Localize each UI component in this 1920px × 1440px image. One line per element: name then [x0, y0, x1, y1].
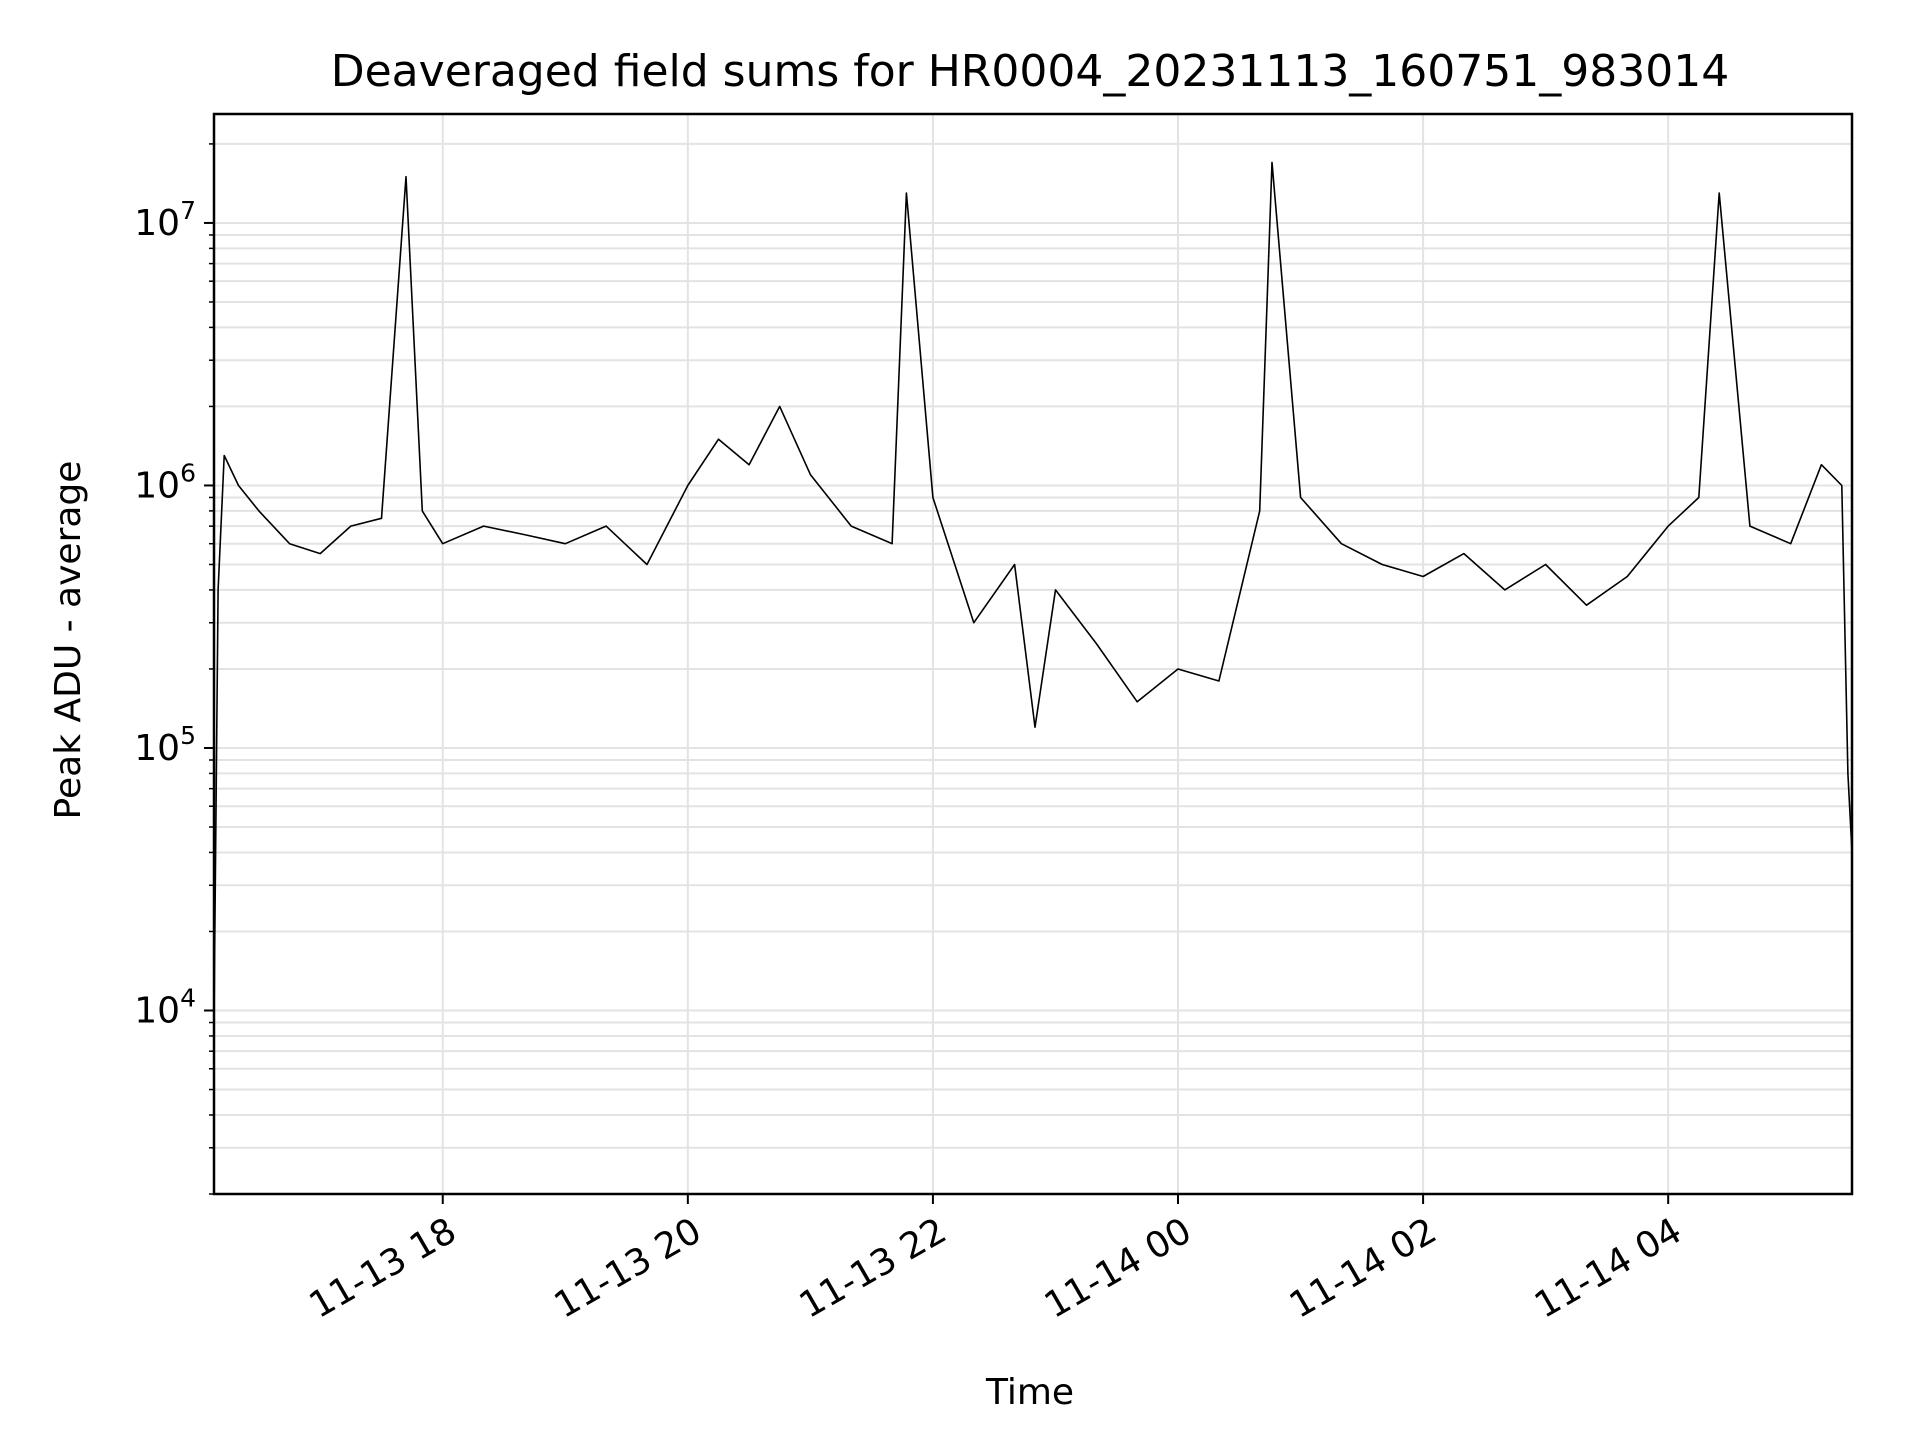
y-tick-label: 104 [134, 984, 196, 1032]
series-line [213, 161, 1853, 1023]
y-tick-label: 107 [134, 196, 196, 244]
y-axis-label: Peak ADU - average [48, 461, 89, 820]
grid [214, 114, 1852, 1195]
plot-background [214, 114, 1852, 1194]
chart-title: Deaveraged field sums for HR0004_2023111… [331, 46, 1730, 97]
x-axis-label: Time [985, 1372, 1074, 1413]
y-tick-label: 106 [134, 458, 196, 506]
plot-frame [212, 112, 1854, 1196]
y-tick-label: 105 [134, 721, 196, 769]
